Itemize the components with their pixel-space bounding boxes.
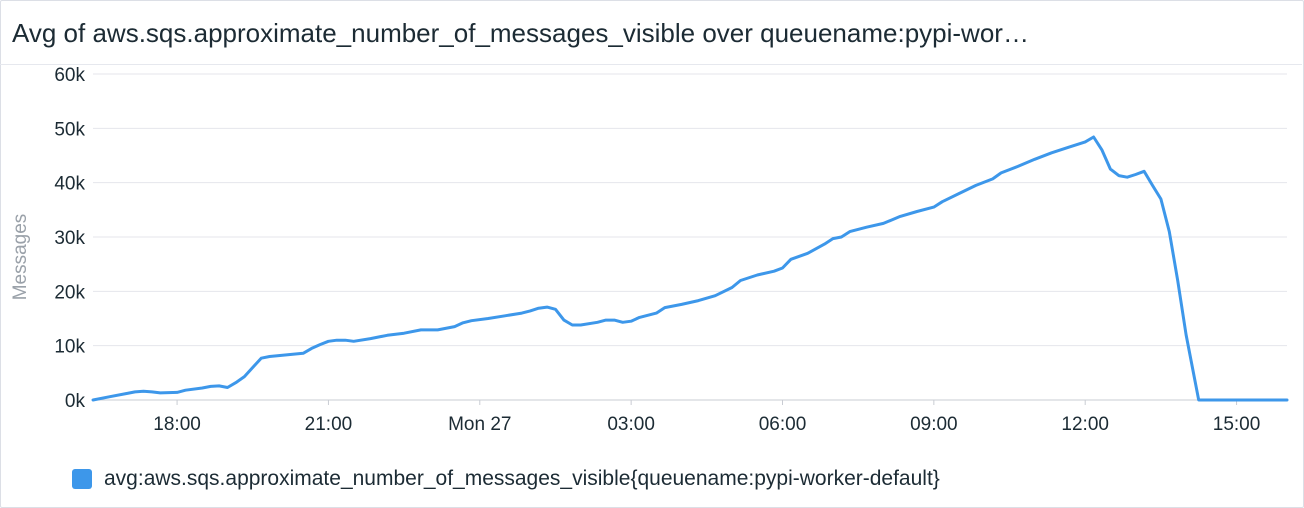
y-tick-label: 20k [54, 282, 85, 303]
legend-swatch[interactable] [72, 469, 92, 489]
y-tick-label: 40k [54, 174, 85, 195]
x-tick-label: 03:00 [607, 414, 655, 435]
y-tick-label: 10k [54, 337, 85, 358]
y-tick-label: 0k [65, 391, 86, 412]
series-line[interactable] [91, 135, 1289, 402]
legend[interactable]: avg:aws.sqs.approximate_number_of_messag… [72, 462, 940, 496]
x-tick-label: 12:00 [1061, 414, 1109, 435]
series-layer [91, 135, 1289, 402]
y-tick-label: 60k [54, 65, 85, 86]
x-tick-label: 21:00 [305, 414, 353, 435]
x-tick-label: 09:00 [910, 414, 958, 435]
x-tick-label: 06:00 [759, 414, 807, 435]
x-tick-label: 18:00 [153, 414, 201, 435]
x-tick-labels: 18:00 21:00 Mon 27 03:00 06:00 09:00 12:00 15:0… [153, 414, 1260, 435]
legend-entry-label[interactable]: avg:aws.sqs.approximate_number_of_messag… [104, 467, 940, 490]
y-axis-label-wrap: Messages [10, 214, 31, 301]
chart-title: Avg of aws.sqs.approximate_number_of_mes… [12, 18, 1029, 48]
title-divider [0, 64, 1302, 65]
grid-layer [93, 73, 1287, 405]
x-tick-label: 15:00 [1213, 414, 1261, 435]
y-tick-label: 50k [54, 119, 85, 140]
y-tick-label: 30k [54, 228, 85, 249]
y-axis-label: Messages [10, 214, 31, 301]
y-tick-labels: 0k 10k 20k 30k 40k 50k 60k [54, 65, 85, 412]
x-tick-label: Mon 27 [448, 414, 511, 435]
